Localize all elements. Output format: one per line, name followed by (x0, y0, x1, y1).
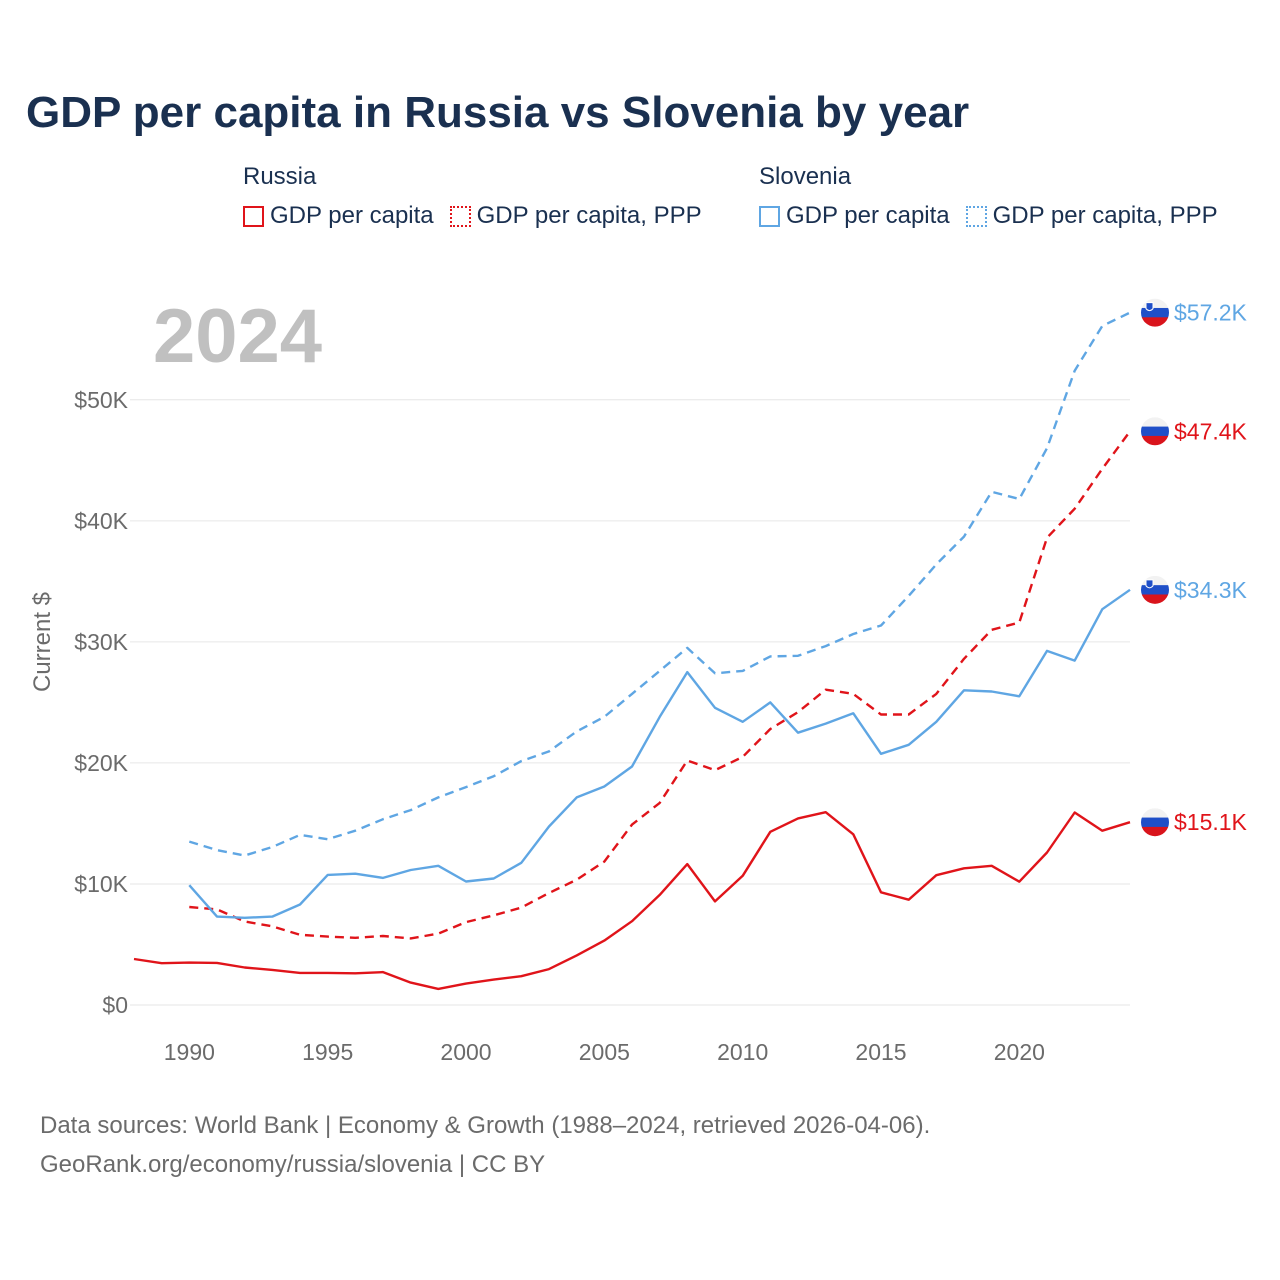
russia-flag-icon (1141, 808, 1169, 837)
year-watermark: 2024 (153, 294, 322, 379)
legend-swatch-dotted-red (449, 205, 471, 227)
x-tick-label: 2010 (717, 1039, 768, 1065)
series-line-slovenia-gdp-per-capita-ppp (188, 311, 1131, 857)
series-lines (133, 311, 1131, 991)
legend-group-title: Slovenia (759, 163, 852, 190)
legend-swatch-dotted-blue (965, 205, 987, 227)
legend-swatch-solid-red (243, 205, 264, 227)
slovenia-flag-icon (1141, 575, 1169, 604)
footer: Data sources: World Bank | Economy & Gro… (40, 1106, 930, 1184)
x-tick-label: 2020 (994, 1039, 1045, 1065)
y-axis-title: Current $ (29, 592, 56, 692)
end-labels: $15.1K $47.4K $34.3K $57.2K (1141, 298, 1248, 837)
y-tick-label: $10K (74, 871, 128, 897)
legend-item-russia-gdp-ppp[interactable]: GDP per capita, PPP (449, 202, 702, 230)
series-line-russia-gdp-per-capita (133, 811, 1131, 991)
x-tick-label: 2005 (579, 1039, 630, 1065)
data-source-note: Data sources: World Bank | Economy & Gro… (40, 1112, 931, 1139)
legend-item-label: GDP per capita, PPP (992, 202, 1218, 229)
end-value-label: $47.4K (1174, 418, 1248, 444)
y-tick-label: $20K (74, 750, 128, 776)
legend-item-russia-gdp[interactable]: GDP per capita (243, 202, 434, 230)
attribution-link[interactable]: GeoRank.org/economy/russia/slovenia | CC… (40, 1151, 546, 1178)
gridlines: 2024 (130, 294, 1130, 1006)
legend-item-label: GDP per capita (786, 202, 950, 229)
end-value-label: $34.3K (1174, 577, 1248, 603)
slovenia-coat-of-arms-icon (1145, 302, 1154, 312)
y-tick-label: $0 (102, 992, 128, 1018)
x-tick-label: 2015 (855, 1039, 906, 1065)
y-tick-label: $40K (74, 508, 128, 534)
legend-item-label: GDP per capita (270, 202, 434, 229)
axes: $0 $10K $20K $30K $40K $50K 1990 1995 2000 2005 20… (29, 387, 1045, 1065)
line-chart: 2024 $0 $10K $20K $30K $40K $50K 1990 1995 2000 2… (29, 294, 1248, 1065)
legend-group-title: Russia (243, 163, 317, 190)
slovenia-coat-of-arms-icon (1145, 579, 1154, 589)
chart-title: GDP per capita in Russia vs Slovenia by … (26, 88, 970, 137)
x-tick-label: 1995 (302, 1039, 353, 1065)
series-line-slovenia-gdp-per-capita (188, 588, 1131, 919)
legend-group-russia: Russia GDP per capita GDP per capita, PP… (243, 160, 702, 230)
series-line-russia-gdp-per-capita-ppp (189, 430, 1131, 940)
x-tick-label: 1990 (164, 1039, 215, 1065)
end-value-label: $15.1K (1174, 809, 1248, 835)
legend-item-slovenia-gdp-ppp[interactable]: GDP per capita, PPP (965, 202, 1218, 230)
legend-item-label: GDP per capita, PPP (476, 202, 702, 229)
end-value-label: $57.2K (1174, 300, 1248, 326)
legend-item-slovenia-gdp[interactable]: GDP per capita (759, 202, 950, 230)
x-tick-label: 2000 (440, 1039, 491, 1065)
y-tick-label: $50K (74, 387, 128, 413)
legend-group-slovenia: Slovenia GDP per capita GDP per capita, … (759, 160, 1218, 230)
y-tick-label: $30K (74, 629, 128, 655)
legend-swatch-solid-blue (759, 205, 780, 227)
slovenia-flag-icon (1141, 298, 1169, 327)
russia-flag-icon (1141, 417, 1169, 446)
